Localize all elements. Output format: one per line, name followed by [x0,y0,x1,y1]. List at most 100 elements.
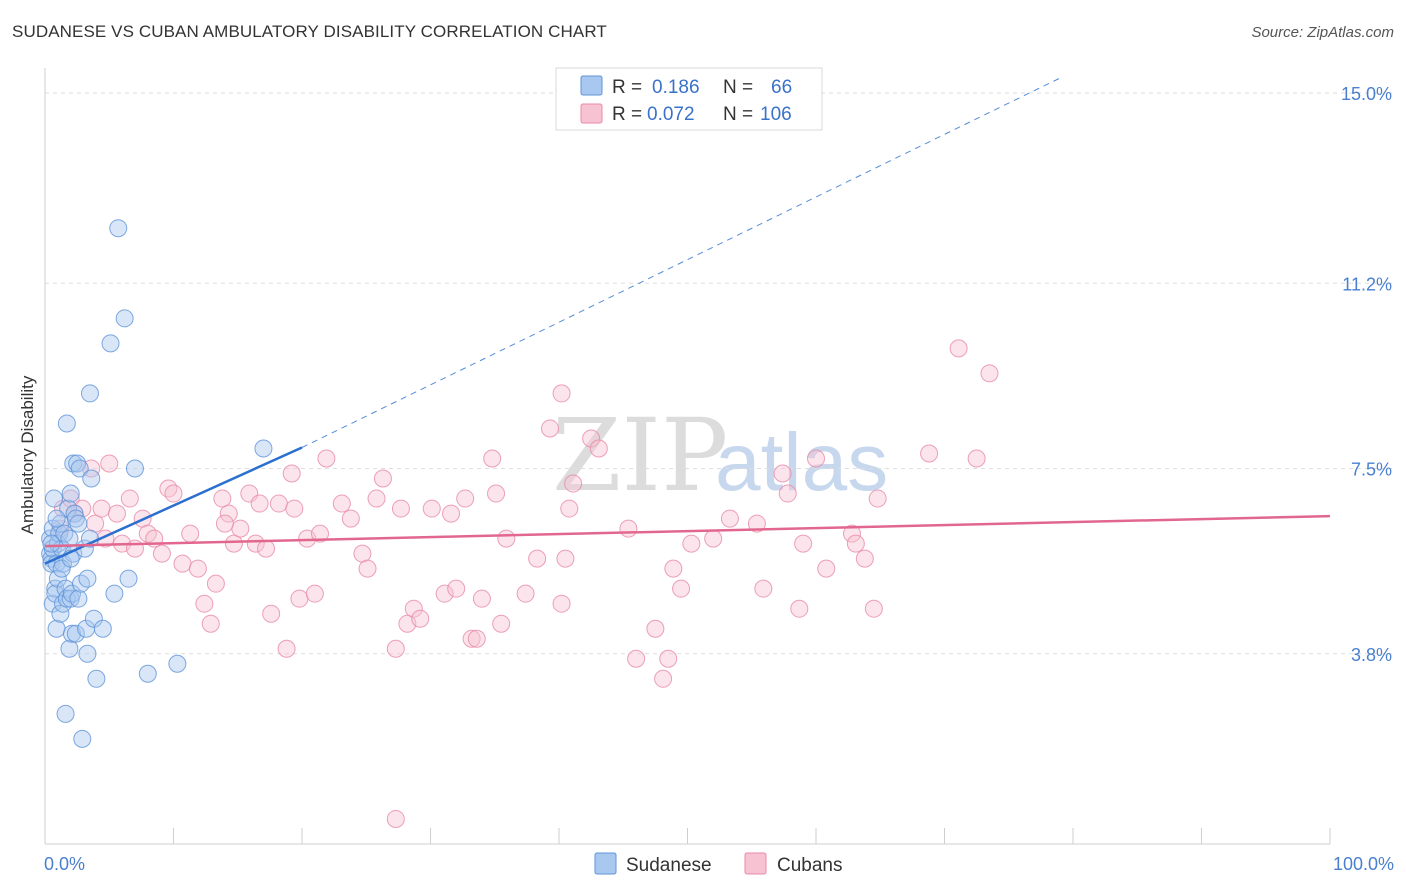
cubans-r-label: R = [612,104,642,125]
sudanese-n-label: N = [723,77,753,98]
sudanese-point [109,219,128,238]
cubans-point [159,479,178,498]
cubans-trend-line [44,514,1331,548]
sudanese-point [47,509,66,528]
cubans-r-value: 0.072 [647,104,695,125]
cubans-point [422,499,441,518]
cubans-point [672,579,691,598]
cubans-point [310,524,329,543]
sudanese-point [61,484,80,503]
legend-sudanese-swatch [594,852,617,875]
sudanese-r-label: R = [612,77,642,98]
cubans-point [627,649,646,668]
cubans-point [332,494,351,513]
source-credit: Source: ZipAtlas.com [1251,24,1394,41]
sudanese-point [50,524,69,543]
cubans-point [305,584,324,603]
cubans-point [516,584,535,603]
sudanese-point [254,439,273,458]
cubans-point [367,489,386,508]
y-tick-label: 3.8% [1351,645,1392,665]
cubans-point [181,524,200,543]
cubans-point [219,504,238,523]
sudanese-point [93,619,112,638]
cubans-point [472,589,491,608]
sudanese-point [47,619,66,638]
cubans-point [967,449,986,468]
cubans-point [53,499,72,518]
x-tick-label-max: 100.0% [1333,854,1394,874]
sudanese-points [41,219,273,748]
cubans-point [215,514,234,533]
cubans-point [920,444,939,463]
cubans-point [341,509,360,528]
cubans-point [462,629,481,648]
cubans-point [120,489,139,508]
cubans-point [556,549,575,568]
cubans-point [213,489,232,508]
cubans-point [231,519,250,538]
cubans-point [646,619,665,638]
cubans-point [386,639,405,658]
legend-cubans-swatch [744,852,767,875]
y-tick-label: 15.0% [1341,84,1392,104]
cubans-point [447,579,466,598]
y-axis-label: Ambulatory Disability [18,375,37,534]
cubans-point [868,489,887,508]
cubans-point [269,494,288,513]
cubans-point [250,494,269,513]
sudanese-point [168,654,187,673]
cubans-point [317,449,336,468]
cubans-point [373,469,392,488]
cubans-point [807,449,825,468]
cubans-point [528,549,547,568]
cubans-point [411,609,430,628]
legend-sudanese-label: Sudanese [626,855,712,876]
cubans-point [206,574,225,593]
cubans-point [582,429,601,448]
cubans-point [164,484,183,503]
axes [44,68,1331,845]
trend-lines [44,77,1331,565]
cubans-n-value: 106 [760,104,792,125]
grid-lines [45,92,1392,655]
sudanese-point [70,459,89,478]
cubans-point [201,614,220,633]
sudanese-point [68,454,87,473]
sudanese-point [84,609,103,628]
cubans-point [86,514,105,533]
cubans-point [949,339,968,358]
sudanese-point [101,334,120,353]
cubans-point [353,544,372,563]
cubans-point [846,534,865,553]
cubans-point [285,499,304,518]
cubans-point [492,614,511,633]
watermark-atlas: atlas [715,417,888,508]
x-tick-label-min: 0.0% [44,854,85,874]
sudanese-point [69,514,88,533]
cubans-point [262,604,281,623]
cubans-point [100,454,119,473]
sudanese-trend-extension [301,77,1061,448]
watermark-zip: ZIP [552,397,728,514]
cubans-point [483,449,502,468]
cubans-point [487,484,506,503]
cubans-point [790,599,809,618]
cubans-point [282,464,301,483]
sudanese-n-value: 66 [771,77,792,98]
cubans-point [682,534,701,553]
sudanese-point [60,529,79,548]
cubans-point [358,559,377,578]
sudanese-point [78,569,97,588]
sudanese-point [82,469,101,488]
watermark: ZIP atlas [552,397,888,514]
cubans-point [664,559,683,578]
cubans-point [257,539,276,558]
cubans-point [864,599,883,618]
cubans-point [173,554,192,573]
sudanese-point [56,704,75,723]
cubans-point [659,649,678,668]
sudanese-swatch [580,75,603,96]
cubans-point [980,364,999,383]
